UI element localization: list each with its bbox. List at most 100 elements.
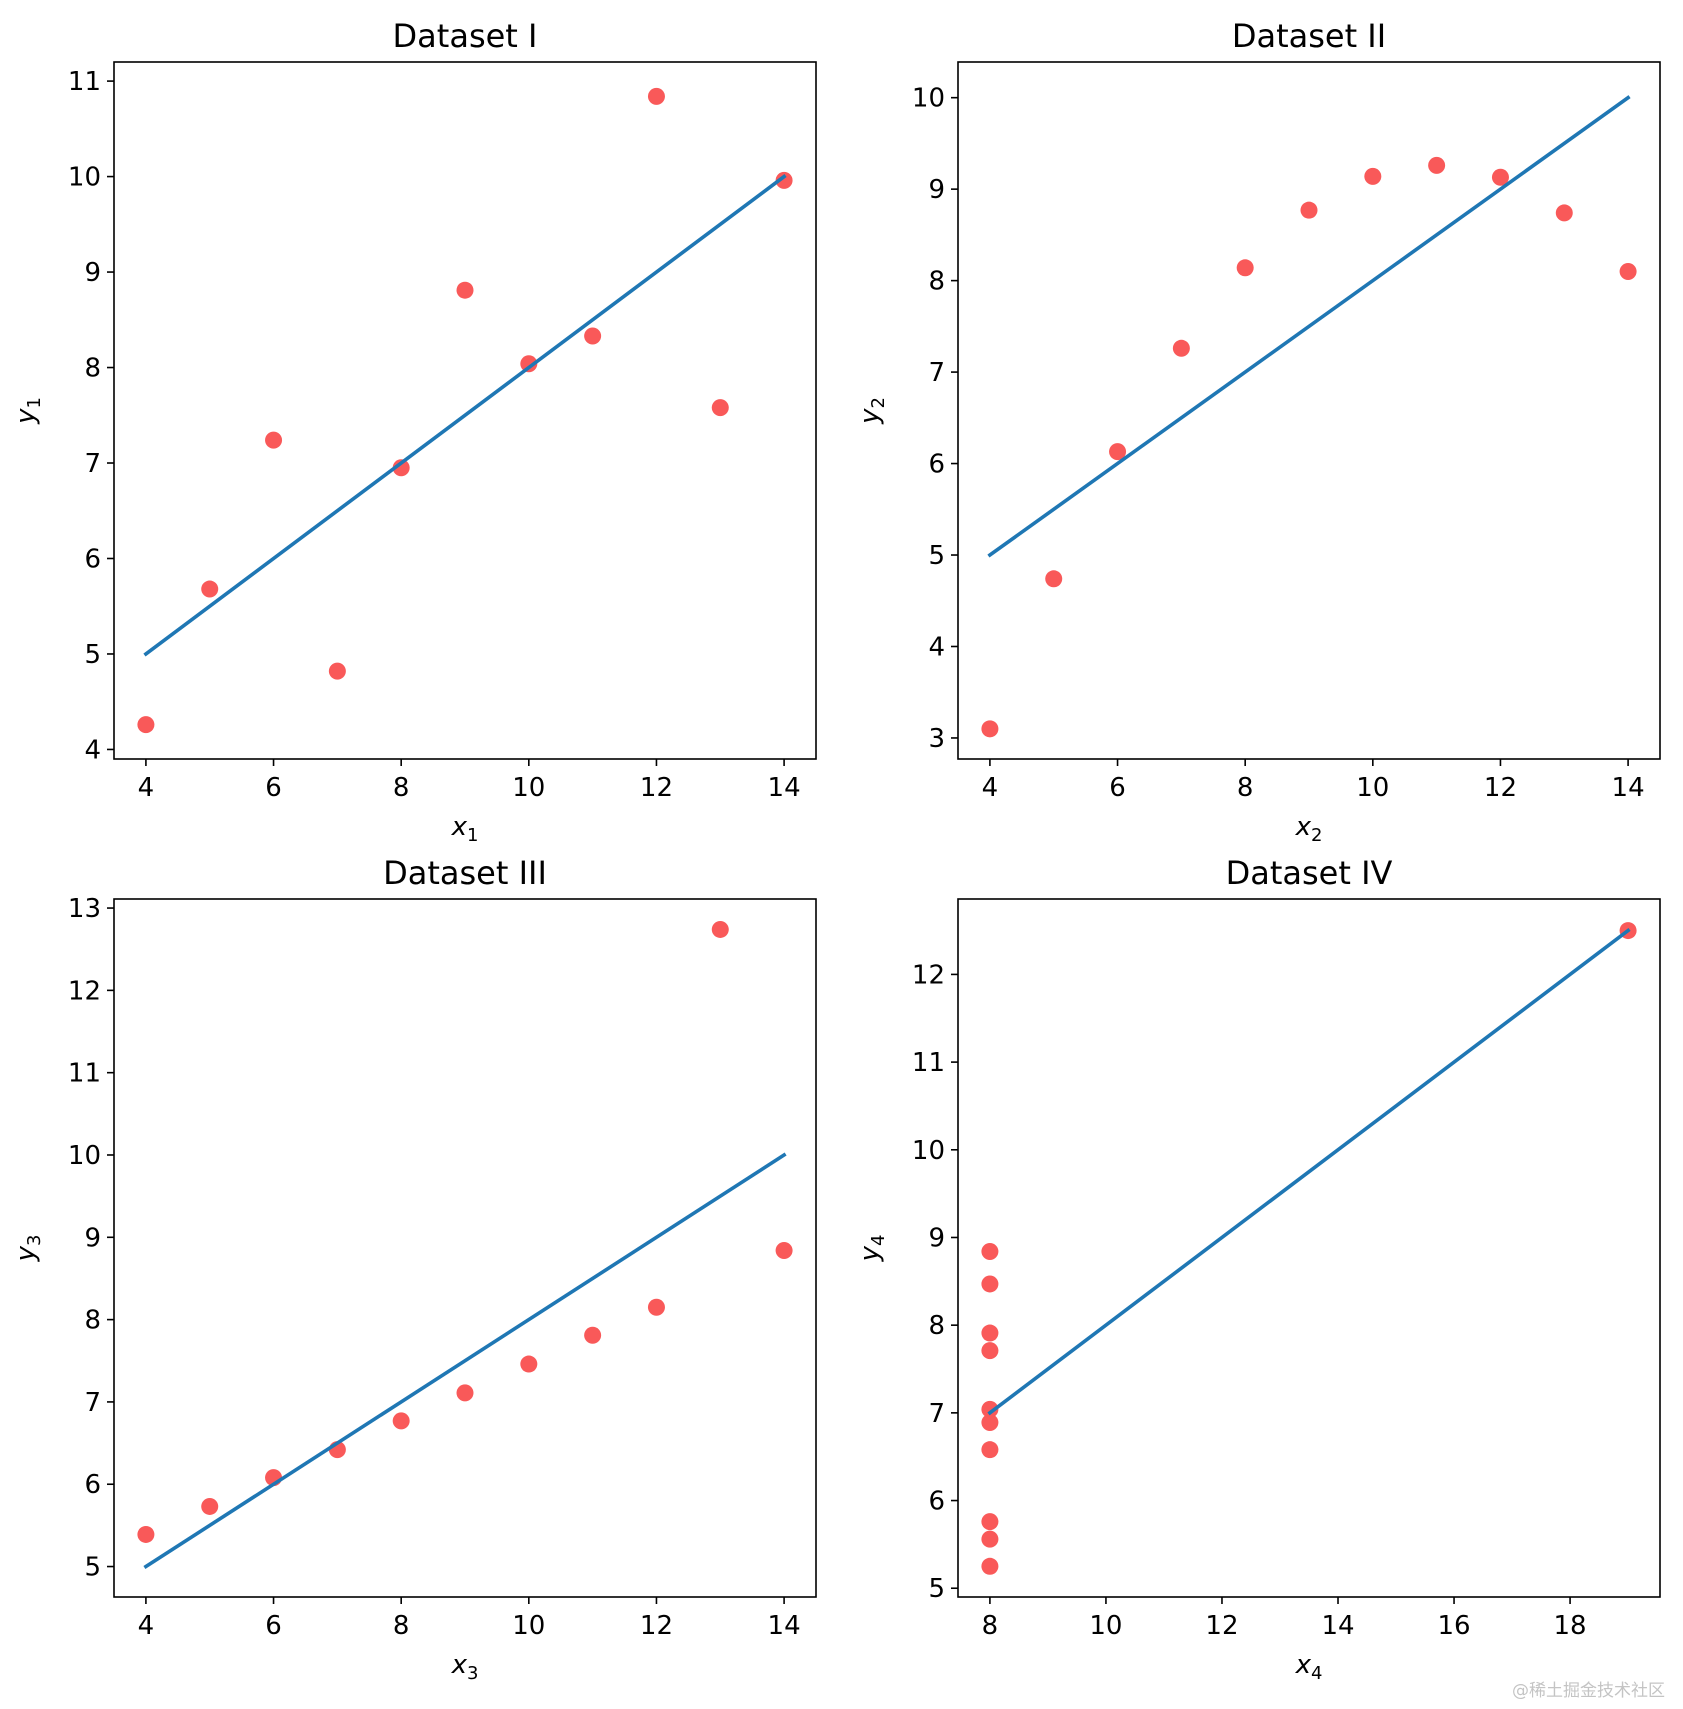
y-tick-label: 12 — [68, 976, 101, 1006]
data-point — [981, 1324, 999, 1342]
x-tick-label: 12 — [1205, 1611, 1238, 1641]
data-point — [584, 327, 602, 345]
y-tick-label: 11 — [68, 1059, 101, 1089]
y-tick-label: 6 — [84, 1470, 101, 1500]
y-tick-label: 7 — [928, 1399, 945, 1429]
data-point — [981, 1275, 999, 1293]
data-point — [137, 1525, 155, 1543]
y-tick-label: 3 — [928, 724, 945, 754]
data-point — [775, 1241, 793, 1259]
fit-line — [987, 928, 1631, 1416]
panel-3: Dataset III 4 6 8 10 12 14 5 6 7 8 9 10 11 12 13 x3 y3 — [11, 854, 817, 1684]
x-tick-label: 10 — [1089, 1611, 1122, 1641]
x-tick-label: 8 — [1237, 773, 1254, 803]
y-tick-label: 11 — [912, 1048, 945, 1078]
data-point — [711, 399, 729, 417]
chart-title: Dataset IV — [1226, 854, 1393, 892]
y-tick-label: 5 — [84, 640, 101, 670]
y-tick-label: 10 — [912, 84, 945, 114]
data-point — [981, 1513, 999, 1531]
y-tick-label: 10 — [68, 1141, 101, 1171]
y-axis-label: y3 — [11, 1235, 45, 1263]
data-point — [981, 1342, 999, 1360]
data-point — [584, 1326, 602, 1344]
data-point — [981, 1441, 999, 1459]
plot-frame — [113, 898, 817, 1598]
data-point — [647, 1298, 665, 1316]
chart-title: Dataset II — [1232, 17, 1386, 55]
panel-1: Dataset I 4 6 8 10 12 14 4 5 6 7 8 9 10 11 x1 y1 — [11, 17, 817, 846]
data-point — [265, 431, 283, 449]
y-tick-label: 4 — [84, 735, 101, 765]
data-point — [1045, 570, 1063, 588]
plot-frame — [113, 61, 817, 760]
data-point — [1619, 262, 1637, 280]
data-point — [456, 281, 474, 299]
data-point — [1555, 204, 1573, 222]
chart-title: Dataset I — [393, 17, 538, 55]
data-point — [328, 662, 346, 680]
data-point — [201, 1497, 219, 1515]
x-tick-label: 10 — [1356, 773, 1389, 803]
data-point — [981, 720, 999, 738]
fit-line — [987, 95, 1631, 558]
x-axis-label: x2 — [1295, 812, 1323, 846]
y-axis-label: y1 — [11, 397, 45, 425]
data-point — [1236, 259, 1254, 277]
data-point — [392, 459, 410, 477]
y-axis-label: y4 — [855, 1235, 889, 1263]
y-tick-label: 10 — [68, 163, 101, 193]
x-tick-label: 4 — [138, 773, 155, 803]
x-tick-label: 10 — [512, 773, 545, 803]
x-tick-label: 4 — [982, 773, 999, 803]
data-point — [981, 1243, 999, 1261]
y-tick-label: 8 — [928, 1311, 945, 1341]
data-point — [981, 1557, 999, 1575]
plot-frame — [957, 898, 1661, 1598]
x-tick-label: 12 — [640, 1611, 673, 1641]
x-tick-label: 8 — [393, 1611, 410, 1641]
x-tick-label: 16 — [1437, 1611, 1470, 1641]
x-tick-label: 14 — [1321, 1611, 1354, 1641]
panel-2: Dataset II 4 6 8 10 12 14 3 4 5 6 7 8 9 10 x2 y2 — [855, 17, 1661, 846]
watermark-text: @稀土掘金技术社区 — [1512, 1681, 1665, 1701]
y-tick-label: 9 — [84, 258, 101, 288]
data-point — [1364, 167, 1382, 185]
chart-title: Dataset III — [383, 854, 547, 892]
y-tick-label: 8 — [928, 267, 945, 297]
x-tick-label: 8 — [393, 773, 410, 803]
y-tick-label: 11 — [68, 67, 101, 97]
data-point — [520, 355, 538, 373]
data-point — [1428, 156, 1446, 174]
y-tick-label: 6 — [84, 544, 101, 574]
panel-4: Dataset IV 8 10 12 14 16 18 5 6 7 8 9 10 11 12 x4 y4 — [855, 854, 1661, 1684]
fit-line — [143, 1152, 787, 1570]
data-point — [392, 1412, 410, 1430]
data-point — [981, 1414, 999, 1431]
x-tick-label: 4 — [138, 1611, 155, 1641]
x-tick-label: 8 — [982, 1611, 999, 1641]
data-point — [1109, 443, 1127, 461]
x-tick-label: 18 — [1554, 1611, 1587, 1641]
x-tick-label: 12 — [640, 773, 673, 803]
data-point — [981, 1530, 999, 1548]
plot-frame — [957, 61, 1661, 760]
data-point — [201, 580, 219, 598]
y-tick-label: 4 — [928, 632, 945, 662]
y-tick-label: 8 — [84, 354, 101, 384]
y-tick-label: 9 — [928, 1223, 945, 1253]
y-tick-label: 5 — [928, 1574, 945, 1604]
x-tick-label: 10 — [512, 1611, 545, 1641]
data-point — [775, 171, 793, 189]
y-tick-label: 7 — [84, 449, 101, 479]
fit-line — [143, 174, 787, 657]
y-tick-label: 10 — [912, 1136, 945, 1166]
y-tick-label: 6 — [928, 450, 945, 480]
x-axis-label: x1 — [451, 812, 479, 846]
data-point — [711, 920, 729, 938]
y-tick-label: 5 — [928, 541, 945, 571]
y-tick-label: 7 — [928, 358, 945, 388]
data-point — [1491, 168, 1509, 186]
y-tick-label: 7 — [84, 1388, 101, 1418]
